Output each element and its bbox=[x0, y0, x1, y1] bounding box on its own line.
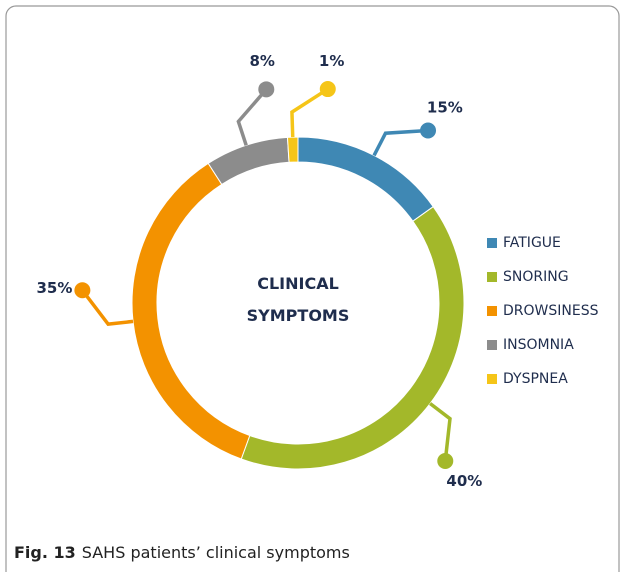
donut-segment bbox=[131, 162, 251, 460]
frame bbox=[5, 5, 620, 572]
caption: Fig. 13 SAHS patients’ clinical symptoms bbox=[14, 543, 350, 562]
leader-line bbox=[80, 289, 134, 327]
data-label: 35% bbox=[36, 279, 72, 297]
leader-line bbox=[236, 88, 268, 146]
legend-label: FATIGUE bbox=[503, 235, 561, 251]
data-label: 8% bbox=[249, 52, 274, 70]
donut-segment bbox=[207, 136, 290, 186]
legend-swatch bbox=[487, 238, 497, 248]
data-label: 1% bbox=[319, 52, 344, 70]
leader-dot bbox=[319, 81, 336, 98]
leader-dot bbox=[258, 81, 275, 98]
data-label: 15% bbox=[427, 99, 463, 117]
donut-segment bbox=[240, 206, 465, 470]
data-label: 40% bbox=[446, 472, 482, 490]
caption-label: Fig. 13 bbox=[14, 543, 76, 562]
legend-swatch bbox=[487, 340, 497, 350]
leader-dot bbox=[420, 122, 437, 139]
leader-line bbox=[290, 87, 329, 138]
legend-label: DYSPNEA bbox=[503, 371, 568, 387]
donut-segment bbox=[297, 136, 434, 222]
leader-line bbox=[372, 128, 429, 157]
legend-swatch bbox=[487, 306, 497, 316]
legend-label: SNORING bbox=[503, 269, 569, 285]
leader-line bbox=[429, 402, 452, 462]
caption-text: SAHS patients’ clinical symptoms bbox=[81, 543, 350, 562]
legend-swatch bbox=[487, 272, 497, 282]
legend-label: INSOMNIA bbox=[503, 337, 574, 353]
legend-swatch bbox=[487, 374, 497, 384]
donut-segment bbox=[286, 136, 299, 163]
legend-label: DROWSINESS bbox=[503, 303, 599, 319]
leader-dot bbox=[74, 282, 91, 299]
leader-dot bbox=[437, 453, 454, 470]
chart-title: CLINICAL SYMPTOMS bbox=[246, 274, 350, 325]
